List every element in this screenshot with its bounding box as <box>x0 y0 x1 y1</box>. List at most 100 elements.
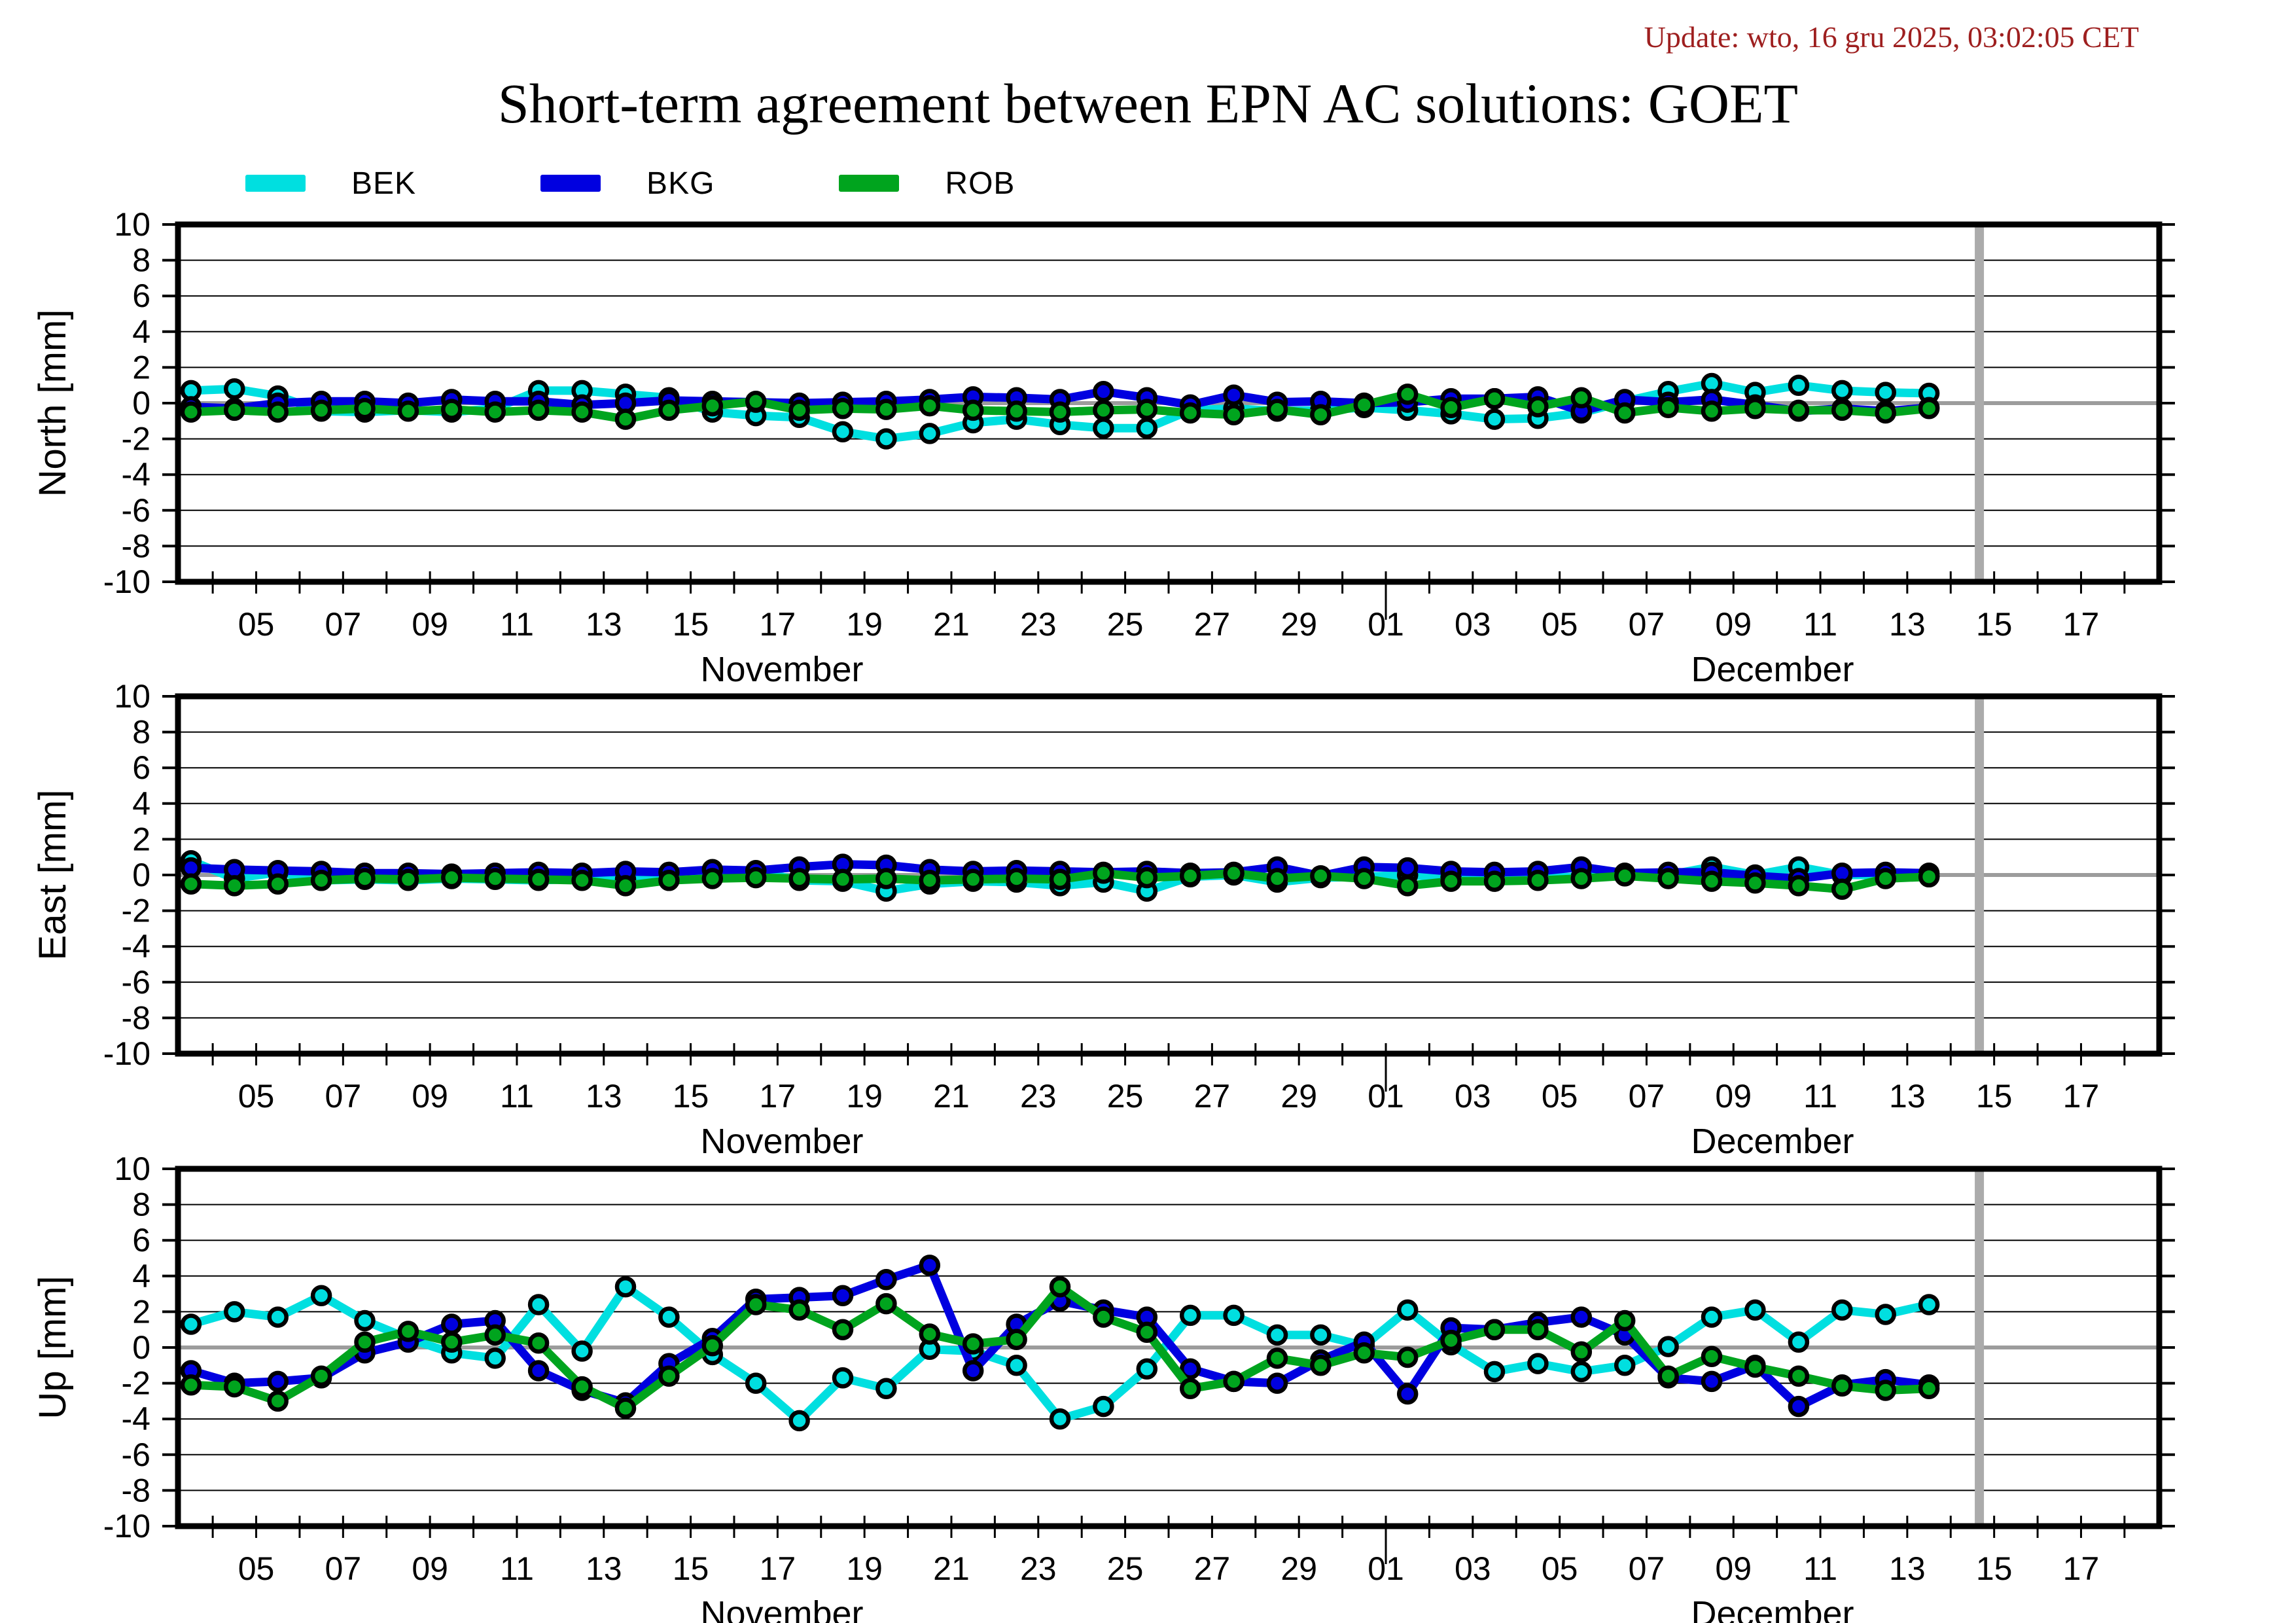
up-marker-rob <box>701 1335 724 1357</box>
up-marker-bek <box>1093 1395 1114 1418</box>
north-ytick-label: -10 <box>103 563 150 600</box>
up-xtick-label: 07 <box>1629 1550 1665 1587</box>
east-ytick-label: -8 <box>122 999 150 1036</box>
east-xtick-label: 11 <box>500 1078 534 1115</box>
north-marker-rob <box>527 399 550 421</box>
up-xtick-label: 01 <box>1368 1550 1404 1587</box>
up-marker-rob <box>832 1319 854 1340</box>
east-marker-rob <box>701 868 724 889</box>
north-ytick-label: 8 <box>132 242 150 279</box>
east-marker-rob <box>1614 865 1636 887</box>
east-xtick-label: 05 <box>1542 1078 1578 1115</box>
up-xtick-label: 17 <box>760 1550 796 1587</box>
up-ytick-label: 6 <box>132 1222 150 1258</box>
north-marker-rob <box>1396 383 1419 405</box>
up-border <box>175 1166 2163 1529</box>
up-xtick-label: 21 <box>933 1550 970 1587</box>
up-marker-rob <box>962 1333 984 1355</box>
east-marker-rob <box>745 866 767 889</box>
up-marker-bek <box>1831 1299 1853 1321</box>
north-marker-rob <box>962 399 984 421</box>
east-marker-rob <box>1310 865 1332 887</box>
north-xtick-label: 11 <box>500 606 534 643</box>
east-marker-rob <box>1440 870 1462 892</box>
north-ytick-label: 0 <box>132 385 150 421</box>
north-marker-rob <box>1875 402 1896 424</box>
up-ytick-label: 4 <box>132 1258 150 1294</box>
north-marker-bkg <box>1223 384 1245 406</box>
up-marker-bek <box>571 1340 593 1362</box>
east-marker-rob <box>1266 868 1288 889</box>
east-marker-rob <box>180 873 202 895</box>
north-xtick-label: 01 <box>1368 606 1404 643</box>
north-xtick-label: 07 <box>1629 606 1665 643</box>
north-marker-rob <box>1701 401 1723 422</box>
up-marker-rob <box>745 1294 767 1315</box>
up-marker-bkg <box>919 1255 941 1276</box>
east-marker-rob <box>788 868 810 889</box>
east-marker-rob <box>1049 868 1071 891</box>
north-ytick-label: 6 <box>132 277 150 314</box>
up-marker-bkg <box>1701 1370 1723 1393</box>
up-marker-bek <box>875 1378 897 1400</box>
up-marker-rob <box>614 1397 637 1419</box>
north-xtick-label: 11 <box>1803 606 1837 643</box>
north-marker-rob <box>441 399 463 420</box>
east-xtick-label: 13 <box>1889 1078 1926 1115</box>
east-xtick-label: 23 <box>1020 1078 1057 1115</box>
up-marker-bek <box>310 1285 332 1307</box>
up-marker-rob <box>1483 1319 1506 1340</box>
up-marker-bkg <box>1570 1306 1593 1328</box>
east-xtick-label: 27 <box>1194 1078 1231 1115</box>
up-marker-bek <box>1918 1294 1940 1315</box>
up-marker-rob <box>658 1365 680 1387</box>
east-marker-rob <box>1006 868 1027 889</box>
up-marker-rob <box>1527 1319 1549 1340</box>
north-marker-rob <box>875 399 897 420</box>
north-marker-rob <box>1483 387 1506 410</box>
up-ytick-label: -4 <box>122 1400 150 1437</box>
up-ytick-label: 10 <box>114 1150 150 1187</box>
legend-swatch-bek <box>245 175 306 192</box>
north-marker-rob <box>1918 397 1940 419</box>
east-marker-rob <box>658 869 680 891</box>
up-ytick-label: -8 <box>122 1472 150 1508</box>
north-ytick-label: -6 <box>122 492 150 529</box>
north-xtick-label: 25 <box>1107 606 1144 643</box>
north-xtick-label: 03 <box>1455 606 1491 643</box>
north-marker-bek <box>832 421 854 442</box>
north-ytick-label: 4 <box>132 313 150 350</box>
up-marker-bkg <box>267 1370 289 1393</box>
up-xtick-label: 19 <box>846 1550 883 1587</box>
north-marker-bkg <box>1093 381 1114 402</box>
east-ytick-label: -4 <box>122 928 150 965</box>
east-ylabel: East [mm] <box>31 789 74 960</box>
legend-label-bkg: BKG <box>646 166 715 201</box>
up-marker-bek <box>1136 1358 1158 1380</box>
north-ytick-label: 10 <box>114 206 150 243</box>
north-xtick-label: 17 <box>2063 606 2100 643</box>
north-ytick-label: 2 <box>132 349 150 385</box>
north-xtick-label: 15 <box>1976 606 2013 643</box>
up-marker-rob <box>1353 1342 1375 1364</box>
east-today-bar <box>1975 696 1985 1054</box>
north-marker-rob <box>919 395 941 417</box>
north-marker-rob <box>1310 404 1332 425</box>
east-xtick-label: 19 <box>846 1078 883 1115</box>
legend: BEK BKG ROB <box>245 164 1139 203</box>
up-marker-rob <box>788 1299 810 1321</box>
up-ytick-label: 0 <box>132 1329 150 1366</box>
up-marker-rob <box>1875 1380 1896 1401</box>
north-marker-bek <box>1788 374 1810 396</box>
east-marker-rob <box>1179 865 1201 887</box>
east-marker-rob <box>614 875 637 897</box>
north-ytick-label: -8 <box>122 527 150 564</box>
east-marker-rob <box>571 869 593 891</box>
up-marker-bkg <box>832 1285 854 1307</box>
up-marker-rob <box>527 1332 550 1354</box>
up-marker-bek <box>1223 1304 1245 1327</box>
north-marker-rob <box>1266 399 1288 420</box>
up-marker-rob <box>1179 1378 1201 1400</box>
east-xtick-label: 07 <box>1629 1078 1665 1115</box>
